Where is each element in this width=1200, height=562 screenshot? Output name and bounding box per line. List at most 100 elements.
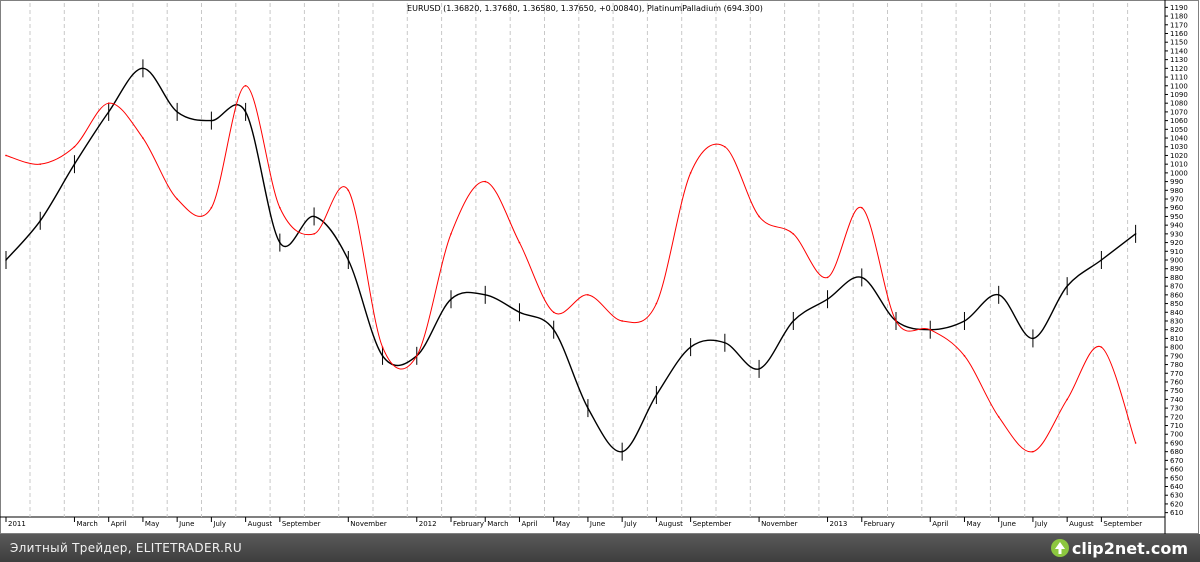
x-tick-label: March [76,520,97,528]
data-point [1134,442,1137,444]
y-tick-label: 650 [1170,474,1183,482]
data-point [758,368,760,370]
x-tick-label: September [1103,520,1142,528]
y-tick-label: 1160 [1170,30,1188,38]
y-tick-label: 740 [1170,396,1183,404]
data-point [860,276,863,279]
y-tick-label: 730 [1170,405,1183,413]
data-point [381,346,384,348]
y-tick-label: 640 [1170,483,1183,491]
data-point [621,450,623,453]
data-point [210,206,213,209]
x-tick-label: June [178,520,194,528]
y-tick-label: 1170 [1170,21,1188,29]
data-point [279,206,281,209]
x-tick-label: November [761,520,798,528]
data-point [860,206,863,209]
y-tick-label: 1140 [1170,47,1188,55]
data-point [655,302,658,305]
data-point [621,320,623,322]
y-tick-label: 1080 [1170,100,1188,108]
x-tick-label: March [487,520,508,528]
footer-source-text: Элитный Трейдер, ELITETRADER.RU [10,541,242,555]
data-point [1032,450,1034,453]
data-point [176,111,178,113]
data-point [107,102,110,104]
y-tick-label: 950 [1170,213,1183,221]
x-tick-label: July [212,520,226,528]
data-point [484,180,487,183]
y-tick-label: 1110 [1170,74,1188,82]
data-point [279,241,281,244]
data-point [313,215,315,218]
x-tick-label: February [864,520,895,528]
series-line [5,85,1137,453]
y-tick-label: 890 [1170,265,1183,273]
data-point [689,172,692,174]
data-point [724,145,726,148]
data-point [450,233,452,235]
data-point [758,215,760,218]
data-point [347,259,350,261]
brand-watermark[interactable]: clip2net.com [1050,537,1188,559]
chart: 610 620 630 640 650 660 670 680 690 700 710 720 730 7… [0,0,1199,534]
data-point [1066,285,1068,287]
y-tick-label: 610 [1170,509,1183,517]
data-point [39,219,42,222]
chart-svg: 6106206306406506606706806907007107207307… [0,0,1199,534]
y-tick-label: 820 [1170,326,1183,334]
x-tick-label: June [589,520,605,528]
y-tick-label: 920 [1170,239,1183,247]
data-point [587,294,589,296]
data-point [73,163,76,165]
data-point [5,259,7,261]
data-point [107,111,110,113]
data-point [244,111,247,113]
x-tick-label: August [658,520,683,528]
y-tick-label: 930 [1170,230,1183,238]
data-point [381,355,384,357]
y-tick-label: 910 [1170,248,1183,256]
footer-bar: Элитный Трейдер, ELITETRADER.RU clip2net… [0,534,1200,562]
grid-lines [29,3,1129,517]
y-tick-label: 1180 [1170,13,1188,21]
y-tick-label: 1150 [1170,39,1188,47]
data-point [895,320,897,322]
data-point [176,198,178,200]
chart-frame [0,0,1199,534]
data-point [963,355,966,357]
y-axis-ticks: 6106206306406506606706806907007107207307… [1165,4,1188,517]
x-tick-label: May [966,520,980,528]
y-tick-label: 620 [1170,500,1183,508]
y-tick-label: 870 [1170,283,1183,291]
x-tick-label: May [145,520,159,528]
y-tick-label: 750 [1170,387,1183,395]
data-point [450,298,452,301]
y-tick-label: 630 [1170,492,1183,500]
y-tick-label: 960 [1170,204,1183,212]
y-tick-label: 840 [1170,309,1183,317]
y-tick-label: 1000 [1170,169,1188,177]
data-point [142,67,144,70]
y-tick-label: 940 [1170,222,1183,230]
x-tick-label: 2013 [830,520,848,528]
data-point [552,328,555,331]
y-tick-label: 1020 [1170,152,1188,160]
y-tick-label: 830 [1170,317,1183,325]
x-tick-label: May [556,520,570,528]
y-tick-label: 800 [1170,344,1183,352]
y-tick-label: 850 [1170,300,1183,308]
data-point [792,320,795,322]
data-point [826,298,829,301]
y-tick-label: 860 [1170,291,1183,299]
data-point [1100,346,1103,348]
data-point [73,145,76,148]
data-point [724,341,726,344]
data-point [655,394,658,396]
y-tick-label: 670 [1170,457,1183,465]
y-tick-label: 1120 [1170,65,1188,73]
y-tick-label: 810 [1170,335,1183,343]
series-platinumpalladium [5,84,1137,453]
data-point [587,407,589,409]
data-point [997,294,1000,296]
